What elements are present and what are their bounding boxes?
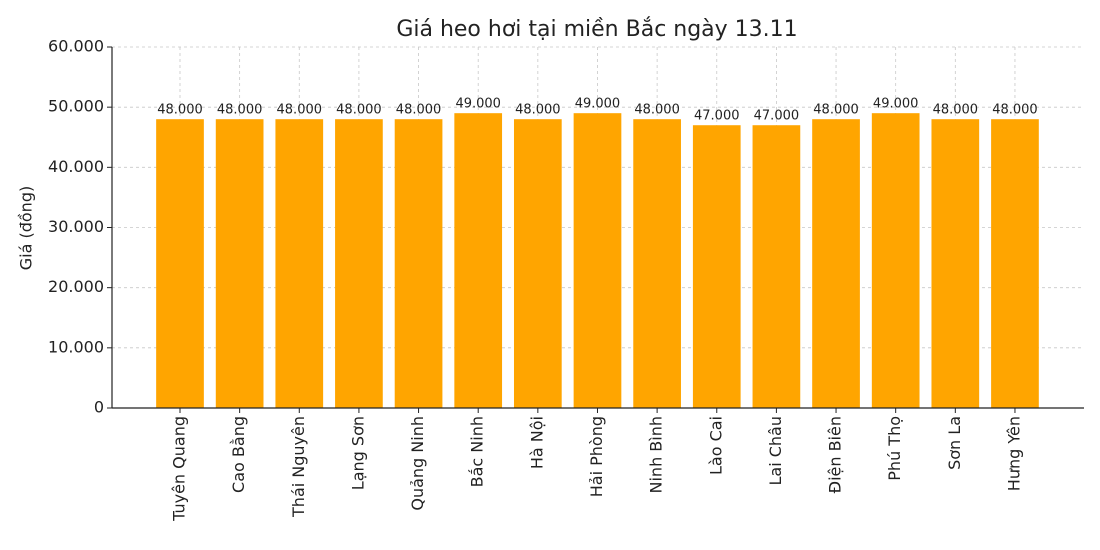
x-tick-label: Tuyên Quang (170, 416, 189, 522)
y-tick-label: 50.000 (48, 97, 104, 116)
value-label: 48.000 (515, 103, 561, 118)
value-label: 47.000 (754, 109, 800, 124)
bar (454, 113, 503, 408)
value-label: 49.000 (455, 97, 501, 112)
x-tick-label: Thái Nguyên (289, 416, 308, 518)
x-tick-label: Cao Bằng (229, 416, 248, 493)
x-tick-label: Hà Nội (527, 416, 546, 469)
x-tick-label: Lai Châu (766, 416, 785, 486)
value-label: 47.000 (694, 109, 740, 124)
y-tick-label: 0 (94, 398, 104, 417)
x-tick-label: Sơn La (945, 416, 964, 470)
bar (335, 119, 383, 408)
chart-title: Giá heo hơi tại miền Bắc ngày 13.11 (396, 17, 797, 42)
value-label: 48.000 (634, 103, 680, 118)
bar (633, 119, 681, 408)
x-tick-label: Hưng Yên (1004, 416, 1023, 491)
bar (394, 119, 443, 408)
value-label: 48.000 (992, 103, 1038, 118)
y-tick-label: 20.000 (48, 277, 104, 296)
value-label: 48.000 (217, 103, 263, 118)
x-tick-label: Điện Biên (826, 416, 845, 493)
bar (871, 113, 920, 408)
value-label: 48.000 (396, 103, 442, 118)
value-label: 48.000 (277, 103, 323, 118)
value-label: 48.000 (933, 103, 979, 118)
value-label: 48.000 (336, 103, 382, 118)
y-tick-label: 10.000 (48, 337, 104, 356)
bar (513, 119, 562, 408)
y-tick-label: 30.000 (48, 217, 104, 236)
y-axis-label: Giá (đồng) (17, 186, 36, 270)
x-tick-label: Phú Thọ (885, 416, 904, 481)
x-tick-label: Lào Cai (706, 416, 725, 475)
value-label: 49.000 (873, 97, 919, 112)
value-label: 49.000 (575, 97, 621, 112)
bar (931, 119, 980, 408)
bar (752, 125, 801, 408)
bar (573, 113, 622, 408)
x-tick-label: Quảng Ninh (408, 416, 427, 511)
x-tick-label: Hải Phòng (587, 416, 606, 497)
bar (215, 119, 264, 408)
y-tick-label: 40.000 (48, 157, 104, 176)
x-tick-label: Bắc Ninh (468, 416, 487, 487)
bar (991, 119, 1039, 408)
x-tick-label: Ninh Bình (647, 416, 666, 493)
bar (156, 119, 204, 408)
bar (692, 125, 741, 408)
bar (812, 119, 860, 408)
y-tick-label: 60.000 (48, 37, 104, 56)
value-label: 48.000 (813, 103, 859, 118)
value-label: 48.000 (157, 103, 203, 118)
x-tick-label: Lạng Sơn (348, 416, 367, 490)
bar (275, 119, 324, 408)
